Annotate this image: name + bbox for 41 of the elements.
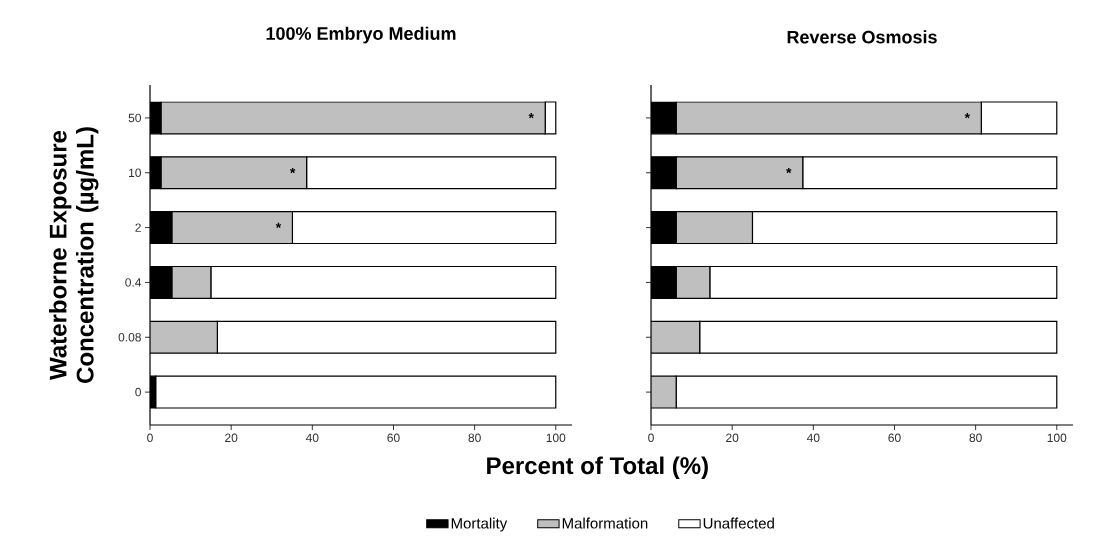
- bar: [651, 320, 701, 354]
- legend-label: Unaffected: [703, 517, 774, 529]
- y-tick-label: 0.4: [125, 278, 142, 287]
- x-tick-label: 0: [147, 433, 153, 443]
- annotation: *: [786, 167, 792, 174]
- legend-label: Malformation: [562, 517, 648, 529]
- x-tick-label: 20: [225, 433, 238, 443]
- x-tick-label: 60: [387, 433, 400, 443]
- x-tick-label: 40: [806, 433, 820, 443]
- bar: [675, 265, 711, 299]
- y-tick-label: 0.08: [118, 333, 141, 342]
- chart-title: 100% Embryo Medium: [266, 26, 456, 44]
- bar: [160, 156, 308, 190]
- annotation: *: [289, 167, 296, 174]
- bar: [651, 375, 677, 409]
- bar: [675, 101, 982, 135]
- bar: [675, 156, 804, 190]
- x-tick-label: 0: [648, 433, 654, 443]
- chart-title: Reverse Osmosis: [787, 30, 937, 44]
- x-tick-label: 80: [468, 433, 481, 443]
- x-axis-title: Percent of Total (%): [487, 456, 708, 479]
- bar: [171, 211, 294, 245]
- annotation: *: [964, 113, 971, 119]
- x-tick-label: 40: [305, 433, 319, 443]
- x-tick-label: 80: [969, 433, 982, 443]
- bar: [150, 320, 218, 354]
- annotation: *: [275, 222, 282, 228]
- annotation: *: [528, 113, 534, 119]
- y-tick-label: 0: [135, 387, 142, 397]
- bar: [675, 211, 754, 245]
- x-tick-label: 100: [546, 433, 566, 443]
- x-tick-label: 20: [726, 433, 739, 443]
- bar: [160, 101, 546, 135]
- x-tick-label: 60: [888, 433, 901, 443]
- x-tick-label: 100: [1047, 433, 1067, 443]
- legend-label: Mortality: [451, 517, 508, 532]
- y-tick-label: 2: [135, 223, 141, 232]
- y-tick-label: 50: [128, 113, 142, 123]
- bar: [171, 265, 212, 299]
- y-axis-title: Waterborne Exposure Concentration (µg/mL): [48, 127, 99, 383]
- y-tick-label: 10: [129, 168, 142, 177]
